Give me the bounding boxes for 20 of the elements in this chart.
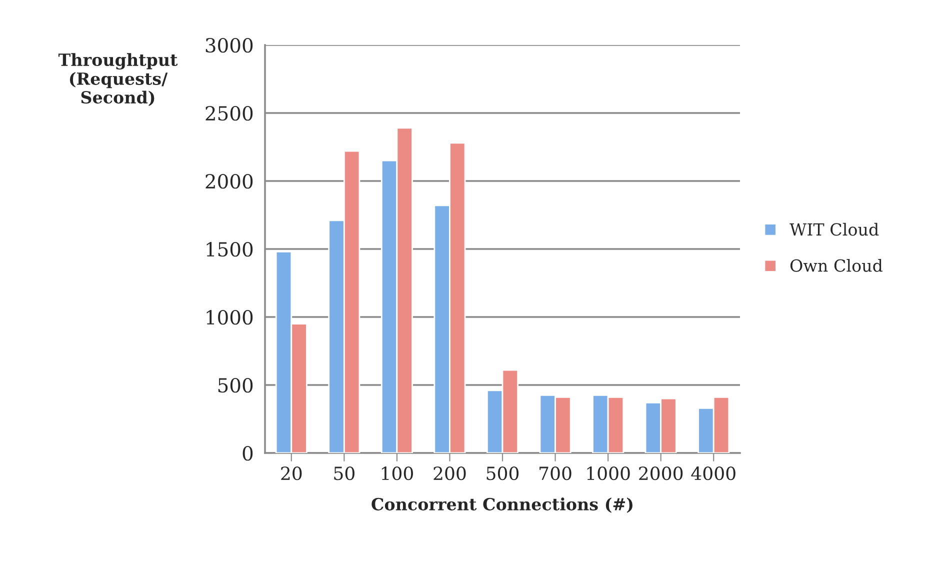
x-tick-label: 500 — [486, 466, 519, 480]
x-tick-label: 4000 — [691, 466, 736, 480]
x-tick-label: 1000 — [587, 466, 630, 480]
legend-label: WIT Cloud — [790, 222, 879, 236]
x-tick-label: 700 — [540, 466, 572, 480]
y-tick-label: 2500 — [206, 106, 253, 121]
y-axis-title: Throughtput (Requests/ Second) — [58, 53, 178, 106]
y-tick-label: 1500 — [206, 242, 253, 257]
x-tick-label: 2000 — [639, 466, 683, 480]
y-tick-label: 0 — [242, 446, 253, 461]
x-tick-label: 50 — [334, 466, 354, 480]
y-tick-label: 1000 — [206, 310, 253, 325]
x-tick-label: 20 — [281, 466, 302, 480]
legend-label: Own Cloud — [790, 259, 882, 272]
x-tick-label: 200 — [434, 466, 466, 480]
y-tick-label: 2000 — [206, 174, 253, 189]
y-tick-label: 3000 — [206, 38, 253, 53]
y-tick-label: 500 — [218, 378, 253, 393]
x-axis-title: Concorrent Connections (#) — [372, 498, 632, 513]
x-tick-label: 100 — [382, 466, 413, 480]
